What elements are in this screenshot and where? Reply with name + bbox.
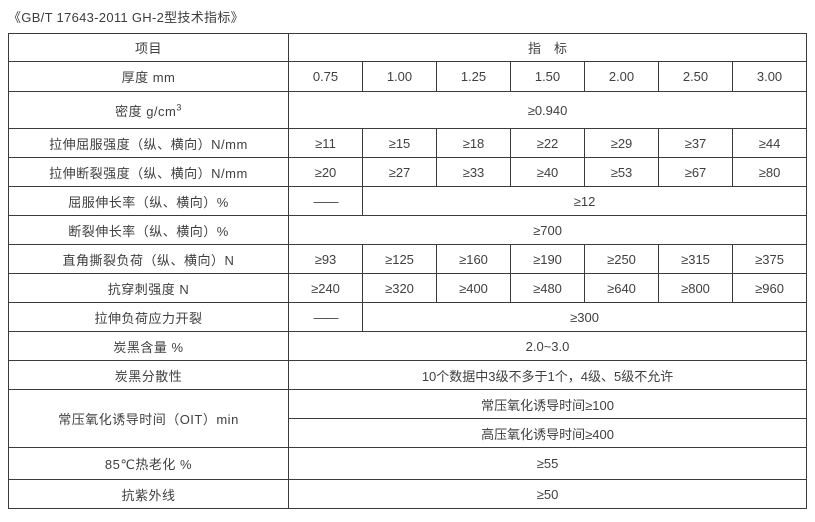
row-puncture-strength: 抗穿刺强度 N ≥240 ≥320 ≥400 ≥480 ≥640 ≥800 ≥9… (8, 273, 808, 303)
row-carbon-black-content: 炭黑含量 % 2.0~3.0 (8, 331, 808, 361)
row-carbon-black-dispersion: 炭黑分散性 10个数据中3级不多于1个，4级、5级不允许 (8, 360, 808, 390)
value-cell: ≥160 (436, 244, 511, 274)
row-yield-elongation: 屈服伸长率（纵、横向）% —— ≥12 (8, 186, 808, 216)
row-label: 85℃热老化 % (8, 447, 289, 480)
value-cell: 3.00 (731, 61, 808, 92)
row-tear-load: 直角撕裂负荷（纵、横向）N ≥93 ≥125 ≥160 ≥190 ≥250 ≥3… (8, 244, 808, 274)
value-cell: ≥125 (362, 244, 437, 274)
row-label: 断裂伸长率（纵、横向）% (8, 215, 289, 245)
value-cell: ≥50 (287, 479, 808, 509)
row-label: 厚度 mm (8, 61, 289, 92)
value-cell: ≥320 (362, 273, 437, 303)
value-cell: 10个数据中3级不多于1个，4级、5级不允许 (287, 360, 808, 390)
row-label: 拉伸屈服强度（纵、横向）N/mm (8, 128, 289, 158)
value-cell: ≥300 (361, 302, 808, 332)
row-label: 直角撕裂负荷（纵、横向）N (8, 244, 289, 274)
row-label: 拉伸断裂强度（纵、横向）N/mm (8, 157, 289, 187)
value-cell: ≥315 (658, 244, 733, 274)
value-cell: ≥240 (288, 273, 363, 303)
row-label: 抗紫外线 (8, 479, 289, 509)
value-cell: —— (288, 186, 363, 216)
row-label: 密度 g/cm3 (8, 91, 289, 129)
value-cell: 2.0~3.0 (287, 331, 808, 361)
row-label: 常压氧化诱导时间（OIT）min (8, 389, 289, 448)
value-cell: 2.50 (658, 61, 733, 92)
row-label: 抗穿刺强度 N (8, 273, 289, 303)
value-cell: ≥55 (287, 447, 808, 480)
spec-table: 项目 指 标 厚度 mm 0.75 1.00 1.25 1.50 2.00 2.… (8, 33, 808, 509)
value-cell: ≥80 (731, 157, 808, 187)
value-cell: ≥29 (584, 128, 659, 158)
value-cell: 常压氧化诱导时间≥100 (287, 389, 808, 419)
row-stress-crack: 拉伸负荷应力开裂 —— ≥300 (8, 302, 808, 332)
value-cell: ≥37 (658, 128, 733, 158)
value-cell: 1.00 (362, 61, 437, 92)
value-cell: ≥400 (436, 273, 511, 303)
value-cell: ≥700 (287, 215, 808, 245)
row-label: 炭黑分散性 (8, 360, 289, 390)
row-thickness: 厚度 mm 0.75 1.00 1.25 1.50 2.00 2.50 3.00 (8, 61, 808, 92)
row-label: 拉伸负荷应力开裂 (8, 302, 289, 332)
row-tensile-break-strength: 拉伸断裂强度（纵、横向）N/mm ≥20 ≥27 ≥33 ≥40 ≥53 ≥67… (8, 157, 808, 187)
value-cell: ≥800 (658, 273, 733, 303)
value-cell: ≥960 (731, 273, 808, 303)
row-heat-aging: 85℃热老化 % ≥55 (8, 447, 808, 480)
value-cell: ≥190 (510, 244, 585, 274)
value-cell: ≥20 (288, 157, 363, 187)
row-break-elongation: 断裂伸长率（纵、横向）% ≥700 (8, 215, 808, 245)
row-label-superscript: 3 (176, 102, 182, 113)
value-cell: ≥40 (510, 157, 585, 187)
row-label: 炭黑含量 % (8, 331, 289, 361)
header-index-cell: 指 标 (287, 33, 808, 62)
value-cell: ≥18 (436, 128, 511, 158)
value-cell: ≥640 (584, 273, 659, 303)
value-cell: 高压氧化诱导时间≥400 (287, 418, 808, 448)
value-cell: ≥11 (288, 128, 363, 158)
value-cell: ≥27 (362, 157, 437, 187)
value-cell: ≥15 (362, 128, 437, 158)
row-oit-high-pressure: 高压氧化诱导时间≥400 (9, 418, 808, 448)
value-cell: ≥93 (288, 244, 363, 274)
row-uv-resistance: 抗紫外线 ≥50 (8, 479, 808, 509)
row-label: 屈服伸长率（纵、横向）% (8, 186, 289, 216)
value-cell: ≥53 (584, 157, 659, 187)
header-item-cell: 项目 (8, 33, 289, 62)
page-title: 《GB/T 17643-2011 GH-2型技术指标》 (8, 10, 244, 25)
row-oit: 常压氧化诱导时间（OIT）min 常压氧化诱导时间≥100 (8, 389, 808, 448)
value-cell: 2.00 (584, 61, 659, 92)
value-cell: 1.50 (510, 61, 585, 92)
value-cell: ≥44 (731, 128, 808, 158)
value-cell: ≥12 (361, 186, 808, 216)
value-cell: —— (288, 302, 363, 332)
value-cell: ≥250 (584, 244, 659, 274)
value-cell: 0.75 (288, 61, 363, 92)
value-cell: ≥67 (658, 157, 733, 187)
value-cell: 1.25 (436, 61, 511, 92)
value-cell: ≥0.940 (287, 91, 808, 129)
row-tensile-yield-strength: 拉伸屈服强度（纵、横向）N/mm ≥11 ≥15 ≥18 ≥22 ≥29 ≥37… (8, 128, 808, 158)
row-density: 密度 g/cm3 ≥0.940 (8, 91, 808, 129)
header-row: 项目 指 标 (8, 33, 808, 62)
value-cell: ≥480 (510, 273, 585, 303)
value-cell: ≥22 (510, 128, 585, 158)
value-cell: ≥33 (436, 157, 511, 187)
row-label-text: 密度 g/cm (115, 103, 177, 119)
value-cell: ≥375 (731, 244, 808, 274)
